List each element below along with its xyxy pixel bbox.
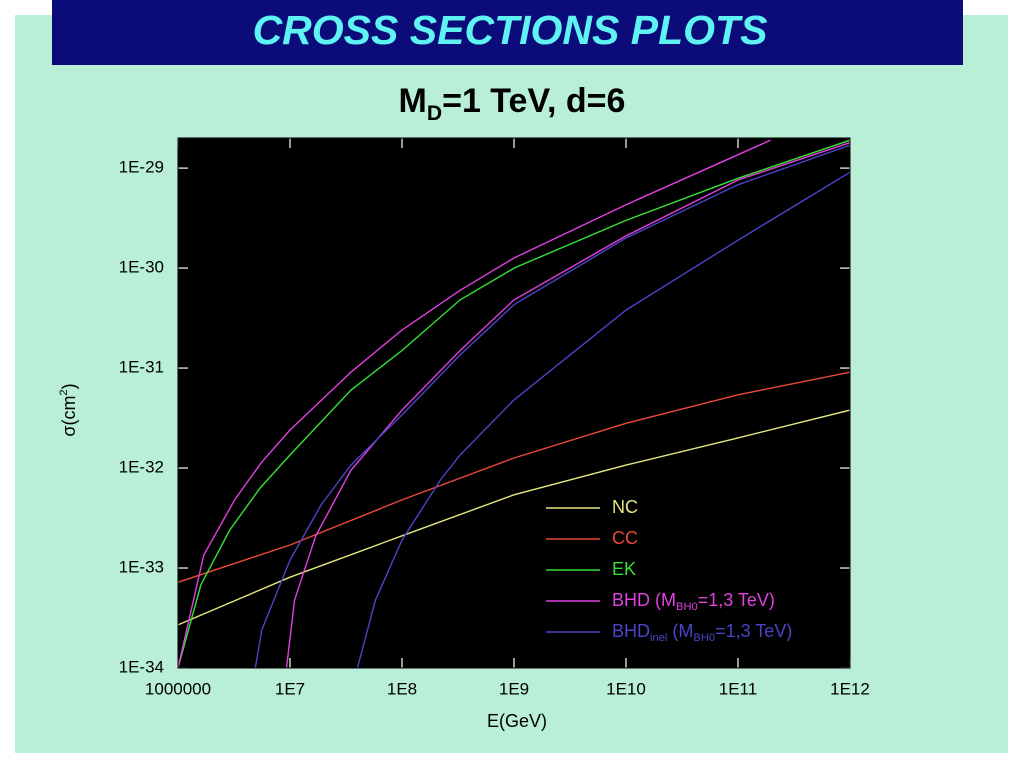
x-tick-label: 1E12	[830, 679, 870, 698]
chart-title-part: =1 TeV, d=6	[442, 82, 625, 120]
y-axis-label: σ(cm2)	[58, 383, 79, 436]
series-line	[178, 409, 850, 626]
x-tick-label: 1000000	[145, 679, 211, 698]
legend-label: BHD (MBH0=1,3 TeV)	[612, 590, 775, 613]
x-tick-label: 1E11	[719, 679, 757, 698]
y-axis-label-part: )	[59, 383, 79, 389]
plot-area	[178, 138, 850, 668]
series-line	[178, 371, 850, 583]
x-tick-label: 1E9	[499, 679, 529, 698]
plot-frame	[177, 137, 851, 669]
series-line	[254, 144, 850, 668]
legend-label-part: BH0	[693, 632, 715, 644]
legend-label: EK	[612, 559, 636, 579]
legend-label: NC	[612, 497, 638, 517]
y-tick-label: 1E-31	[119, 358, 164, 377]
y-axis-label-part: σ(cm	[59, 396, 79, 437]
legend-label-part: =1,3 TeV)	[698, 590, 775, 610]
legend-label-part: BHD	[612, 621, 650, 641]
chart-title: MD=1 TeV, d=6	[399, 82, 626, 125]
legend-label: CC	[612, 528, 638, 548]
x-axis-label: E(GeV)	[487, 711, 547, 731]
legend-label-part: BHD (M	[612, 590, 676, 610]
x-tick-label: 1E10	[606, 679, 646, 698]
y-axis-label-part: 2	[58, 389, 70, 395]
x-tick-label: 1E7	[275, 679, 305, 698]
legend-label: BHDinel (MBH0=1,3 TeV)	[612, 621, 792, 644]
legend-label-part: CC	[612, 528, 638, 548]
legend-label-part: =1,3 TeV)	[715, 621, 792, 641]
header-bar	[52, 0, 963, 65]
chart-title-part: D	[427, 102, 442, 125]
x-tick-label: 1E8	[387, 679, 417, 698]
series-line	[178, 139, 850, 668]
series-line	[178, 139, 850, 668]
legend-label-part: inel	[650, 632, 667, 644]
y-tick-label: 1E-29	[119, 158, 164, 177]
y-tick-label: 1E-30	[119, 258, 164, 277]
slide-title: CROSS SECTIONS PLOTS	[253, 7, 768, 53]
y-tick-label: 1E-33	[119, 558, 164, 577]
chart-title-part: M	[399, 82, 427, 120]
legend-label-part: (M	[667, 621, 693, 641]
legend-label-part: EK	[612, 559, 636, 579]
y-tick-label: 1E-34	[119, 657, 164, 676]
y-tick-label: 1E-32	[119, 458, 164, 477]
legend-label-part: BH0	[676, 601, 698, 613]
legend-label-part: NC	[612, 497, 638, 517]
